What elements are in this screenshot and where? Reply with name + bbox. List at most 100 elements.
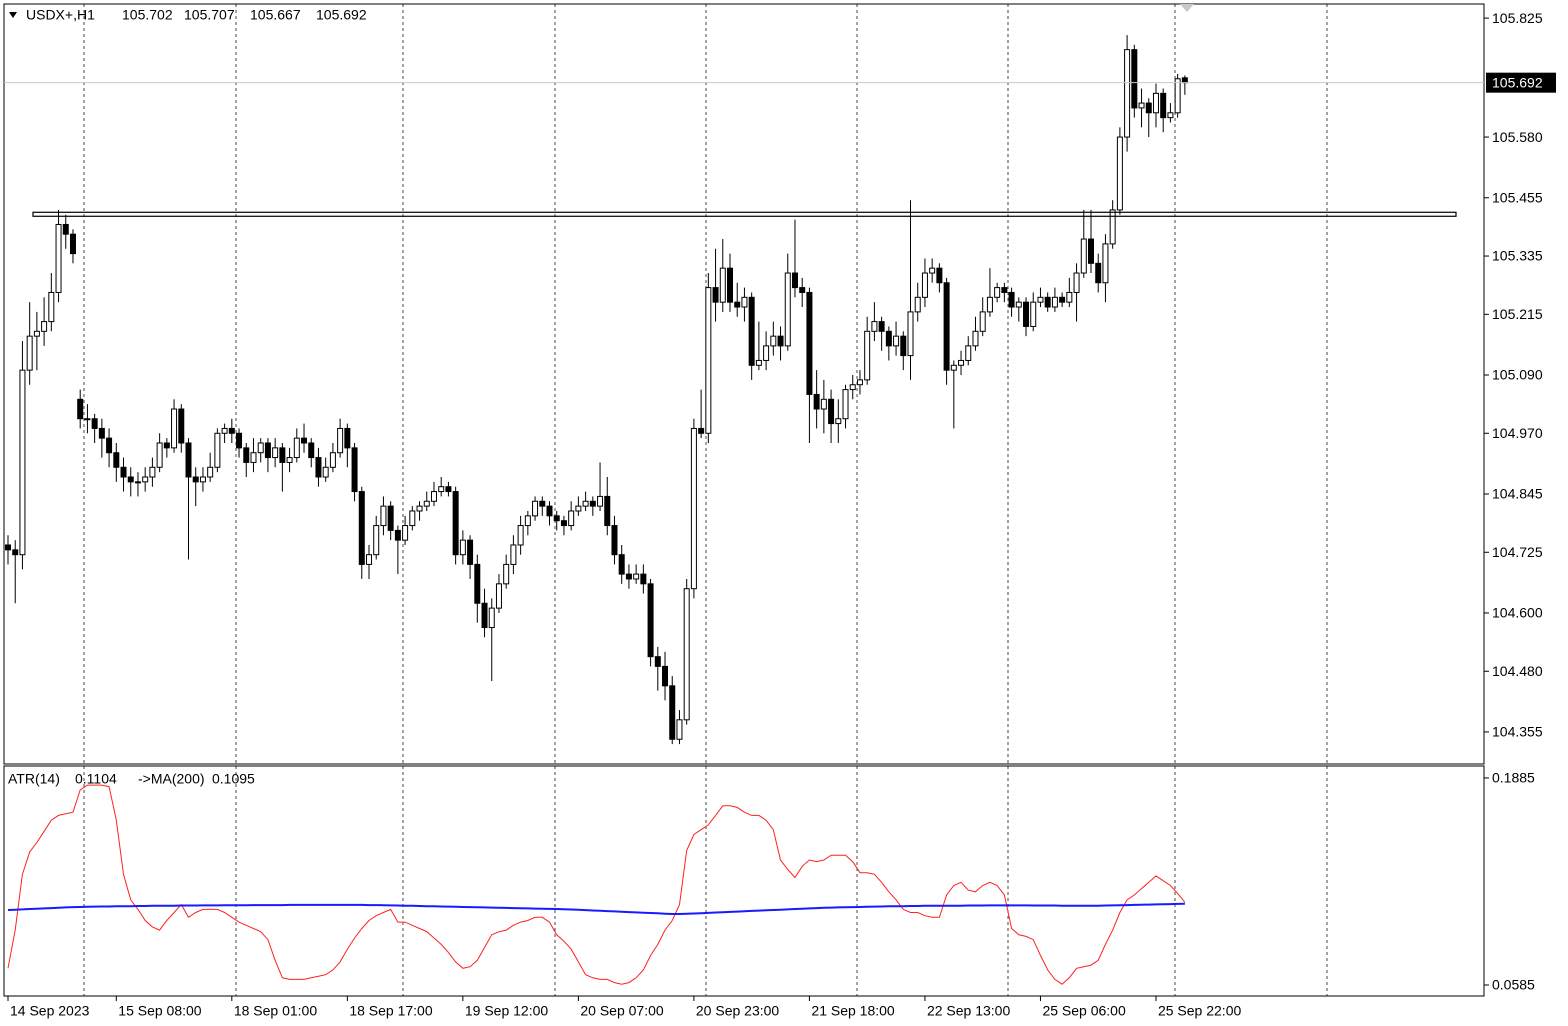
candle-body — [243, 447, 250, 463]
current-price-label: 105.692 — [1492, 74, 1543, 90]
candle-body — [640, 573, 647, 585]
candle-body — [106, 437, 113, 454]
indicator-line — [7, 902, 1185, 915]
candle-body — [228, 427, 235, 434]
indicator-value: 0.1104 — [75, 771, 117, 787]
candle-body — [1051, 296, 1058, 308]
candle-body — [900, 335, 907, 357]
candle-body — [929, 267, 936, 274]
candle-body — [185, 442, 192, 478]
candle-body — [192, 476, 199, 483]
x-tick-label: 20 Sep 07:00 — [580, 1003, 664, 1019]
candle-body — [777, 335, 784, 347]
candle-body — [264, 442, 271, 459]
candle-body — [719, 267, 726, 303]
candle-body — [33, 330, 40, 337]
candle-body — [1160, 92, 1167, 119]
candle-body — [950, 364, 957, 371]
candle-body — [517, 525, 524, 546]
open-price: 105.702 — [122, 7, 173, 23]
y-tick-label: 105.215 — [1492, 306, 1543, 322]
candle-body — [669, 685, 676, 740]
candle-body — [452, 491, 459, 556]
candle-body — [351, 447, 358, 493]
candle-body — [539, 500, 546, 507]
candle-body — [553, 515, 560, 522]
indicator-panel-frame — [3, 765, 1485, 997]
candle-body — [199, 476, 206, 483]
candle-body — [221, 427, 228, 434]
y-tick-label: 104.355 — [1492, 724, 1543, 740]
y-tick-label: 0.1885 — [1492, 770, 1535, 786]
candle-body — [1066, 291, 1073, 303]
candle-body — [293, 437, 300, 459]
y-tick-label: 105.455 — [1492, 189, 1543, 205]
candle-body — [250, 452, 257, 463]
candle-body — [748, 296, 755, 366]
candle-body — [394, 529, 401, 541]
candle-body — [48, 291, 55, 323]
candle-body — [986, 296, 993, 313]
candle-body — [972, 330, 979, 347]
candle-body — [712, 287, 719, 303]
candle-body — [387, 505, 394, 531]
candle-body — [409, 510, 416, 527]
candle-body — [1073, 272, 1080, 293]
candle-body — [965, 345, 972, 361]
candle-body — [163, 442, 170, 449]
candle-body — [633, 573, 640, 580]
candle-body — [568, 510, 575, 527]
y-tick-label: 105.090 — [1492, 367, 1543, 383]
candle-body — [1015, 301, 1022, 308]
symbol-menu-arrow[interactable] — [9, 12, 17, 18]
candle-body — [127, 476, 134, 483]
indicator-name: ATR(14) — [8, 771, 60, 787]
y-tick-label: 105.335 — [1492, 248, 1543, 264]
candle-body — [921, 272, 928, 298]
candle-body — [438, 486, 445, 493]
candle-body — [459, 539, 466, 556]
indicator-name: ->MA(200) — [138, 771, 205, 787]
candle-body — [503, 563, 510, 585]
candle-body — [618, 554, 625, 575]
candle-body — [1001, 287, 1008, 293]
candle-body — [510, 544, 517, 565]
candle-body — [683, 588, 690, 721]
candle-body — [878, 321, 885, 332]
x-tick-label: 25 Sep 06:00 — [1042, 1003, 1126, 1019]
candle-body — [19, 369, 26, 556]
x-tick-label: 14 Sep 2023 — [10, 1003, 90, 1019]
candle-body — [430, 491, 437, 502]
candle-body — [842, 389, 849, 420]
candle-body — [734, 301, 741, 308]
candle-body — [524, 515, 531, 527]
candle-body — [958, 359, 965, 366]
candle-body — [142, 476, 149, 483]
main-panel-frame — [3, 3, 1485, 765]
candle-body — [98, 427, 105, 439]
x-tick-label: 25 Sep 22:00 — [1158, 1003, 1242, 1019]
candle-body — [69, 233, 76, 255]
candle-body — [12, 549, 19, 556]
candle-body — [1095, 262, 1102, 284]
indicator-value: 0.1095 — [212, 771, 255, 787]
candle-body — [885, 330, 892, 347]
candle-body — [1167, 112, 1174, 119]
candle-body — [770, 335, 777, 347]
candle-body — [820, 398, 827, 410]
candle-body — [1023, 301, 1030, 327]
candle-body — [1080, 238, 1087, 274]
candle-body — [171, 408, 178, 449]
candle-body — [806, 291, 813, 395]
candle-body — [366, 554, 372, 565]
candle-body — [856, 379, 863, 386]
candle-body — [864, 330, 871, 381]
candle-body — [402, 525, 409, 541]
candle-body — [55, 223, 62, 293]
x-tick-label: 20 Sep 23:00 — [696, 1003, 780, 1019]
candle-body — [257, 442, 264, 454]
candle-body — [662, 665, 669, 687]
shift-marker — [1180, 4, 1194, 12]
candle-body — [1116, 136, 1123, 211]
